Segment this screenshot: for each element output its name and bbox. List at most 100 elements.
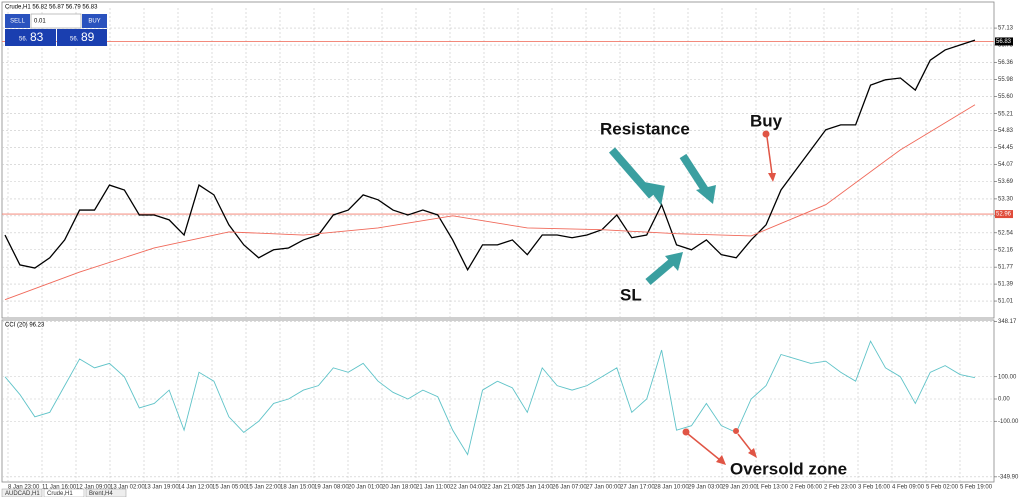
buy-button[interactable]	[82, 14, 107, 28]
x-tick-label: 5 Feb 19:00	[960, 485, 993, 491]
price-tag	[995, 210, 1013, 219]
teal-arrow	[679, 153, 711, 196]
bid-prefix: 56.	[19, 37, 28, 43]
x-tick-label: 28 Jan 10:00	[654, 485, 689, 491]
x-tick-label: 1 Feb 13:00	[756, 485, 789, 491]
series-line	[4, 340, 976, 456]
chart-tab[interactable]	[43, 488, 85, 497]
x-tick-label: 12 Jan 09:00	[76, 485, 111, 491]
chart-tab[interactable]	[1, 488, 43, 497]
y-tick-label: -349.90	[998, 474, 1019, 480]
annotation: Resistance	[600, 119, 690, 138]
y-tick-label: 55.98	[998, 77, 1014, 83]
y-tick-label: 51.77	[998, 265, 1014, 271]
annotation: SL	[620, 285, 642, 304]
red-dot	[762, 130, 770, 138]
chart-tab[interactable]	[85, 488, 127, 497]
chart-tab-label: AUDCAD,H1	[5, 491, 40, 497]
x-tick-label: 22 Jan 04:00	[450, 485, 485, 491]
cci-header: CCI (20) 96.23	[5, 323, 45, 329]
x-tick-label: 22 Jan 21:00	[484, 485, 519, 491]
red-dot	[733, 428, 739, 434]
x-tick-label: 20 Jan 18:00	[382, 485, 417, 491]
ask-prefix: 56.	[70, 37, 79, 43]
x-tick-label: 4 Feb 09:00	[892, 485, 925, 491]
red-dot	[682, 428, 690, 436]
series-line	[4, 39, 976, 272]
x-tick-label: 29 Jan 03:00	[688, 485, 723, 491]
y-tick-label: 100.00	[998, 374, 1017, 380]
x-tick-label: 8 Jan 23:00	[8, 485, 40, 491]
teal-arrow	[645, 256, 677, 286]
indicator-pane	[1, 319, 995, 483]
x-tick-label: 25 Jan 14:00	[518, 485, 553, 491]
x-tick-label: 11 Jan 16:00	[42, 485, 77, 491]
x-tick-label: 5 Feb 02:00	[926, 485, 959, 491]
y-tick-label: 54.45	[998, 145, 1014, 151]
chart-tab-label: Crude,H1	[47, 491, 73, 497]
x-tick-label: 13 Jan 19:00	[144, 485, 179, 491]
teal-arrow	[608, 147, 656, 199]
annotation: Oversold zone	[730, 459, 847, 478]
x-tick-label: 15 Jan 05:00	[212, 485, 247, 491]
y-tick-label: 52.54	[998, 230, 1014, 236]
red-arrowhead	[748, 448, 757, 458]
y-tick-label: 54.83	[998, 128, 1014, 134]
price-pane	[1, 1, 995, 319]
lot-value: 0.01	[34, 19, 46, 25]
y-tick-label: 55.60	[998, 94, 1014, 100]
x-tick-label: 15 Jan 22:00	[246, 485, 281, 491]
bid-box[interactable]	[5, 29, 56, 46]
y-tick-label: 55.21	[998, 111, 1014, 117]
x-tick-label: 27 Jan 00:00	[586, 485, 621, 491]
red-arrowhead	[768, 173, 776, 182]
teal-arrowhead	[644, 181, 665, 206]
teal-arrowhead	[696, 185, 716, 204]
y-tick-label: 348.17	[998, 319, 1017, 325]
y-tick-label: 0.00	[998, 397, 1010, 403]
lot-input[interactable]	[30, 13, 82, 29]
x-tick-label: 19 Jan 08:00	[314, 485, 349, 491]
y-tick-label: 52.16	[998, 247, 1014, 253]
annotation-arrows	[608, 130, 776, 465]
ask-box[interactable]	[57, 29, 107, 46]
sell-button[interactable]	[5, 14, 30, 28]
bid-digits: 83	[30, 30, 44, 44]
y-tick-label: 51.01	[998, 299, 1014, 305]
red-arrow	[766, 136, 773, 175]
y-tick-label: 56.36	[998, 60, 1014, 66]
x-tick-label: 3 Feb 16:00	[858, 485, 891, 491]
x-tick-label: 27 Jan 17:00	[620, 485, 655, 491]
red-arrow	[687, 433, 721, 461]
series-line	[4, 104, 976, 301]
x-tick-label: 18 Jan 15:00	[280, 485, 315, 491]
one-click-panel: SELL 0.01 BUY 56. 83 56. 89	[5, 13, 107, 46]
y-tick-label: 53.30	[998, 196, 1014, 202]
teal-arrowhead	[665, 252, 683, 271]
x-tick-label: 26 Jan 07:00	[552, 485, 587, 491]
x-tick-label: 29 Jan 20:00	[722, 485, 757, 491]
price-tag	[995, 37, 1013, 46]
price-tag-label: 56.83	[996, 39, 1012, 45]
y-tick-label: -100.00	[998, 419, 1019, 425]
chart-header: Crude,H1 56.82 56.87 56.79 56.83	[5, 5, 98, 11]
x-tick-label: 20 Jan 01:00	[348, 485, 383, 491]
x-tick-label: 2 Feb 23:00	[824, 485, 857, 491]
x-tick-label: 2 Feb 06:00	[790, 485, 823, 491]
red-arrow	[737, 433, 753, 453]
x-tick-label: 13 Jan 02:00	[110, 485, 145, 491]
y-tick-label: 56.75	[998, 43, 1014, 49]
ask-digits: 89	[81, 30, 95, 44]
chart-tab-label: Brent,H4	[89, 491, 113, 497]
sell-label: SELL	[10, 19, 25, 25]
y-tick-label: 51.39	[998, 282, 1014, 288]
y-tick-label: 54.07	[998, 162, 1014, 168]
buy-label: BUY	[88, 19, 100, 25]
y-tick-label: 53.69	[998, 179, 1014, 185]
x-tick-label: 14 Jan 12:00	[178, 485, 213, 491]
x-tick-label: 21 Jan 11:00	[416, 485, 451, 491]
red-arrowhead	[716, 455, 726, 465]
